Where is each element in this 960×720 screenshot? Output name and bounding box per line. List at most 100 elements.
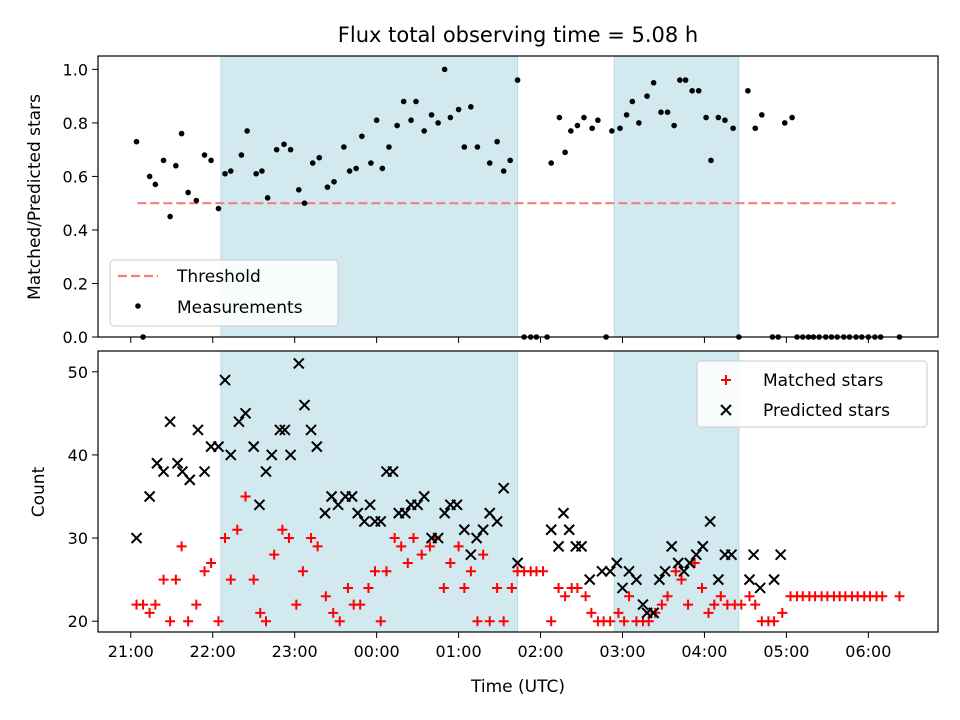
measurement-point — [574, 122, 581, 129]
measurement-point — [353, 165, 359, 172]
matched-star-marker — [213, 616, 224, 627]
matched-star-marker — [408, 533, 419, 544]
top-y-axis-label: Matched/Predicted stars — [25, 94, 45, 300]
predicted-star-marker — [552, 540, 565, 553]
matched-star-marker — [312, 541, 323, 552]
matched-star-marker — [334, 616, 345, 627]
measurement-point — [745, 87, 751, 94]
measurement-point — [730, 125, 736, 132]
matched-star-marker — [560, 591, 571, 602]
predicted-star-marker — [611, 557, 623, 569]
measurement-point — [146, 173, 153, 180]
matched-star-marker — [624, 591, 635, 602]
predicted-star-marker — [470, 532, 483, 544]
predicted-star-marker — [563, 524, 575, 536]
predicted-star-marker — [647, 607, 660, 619]
y-tick-label: 0.8 — [63, 114, 88, 133]
matched-star-marker — [355, 599, 366, 610]
matched-star-marker — [375, 616, 386, 627]
measurement-point — [316, 154, 323, 161]
measurement-point — [193, 197, 200, 204]
measurement-point — [441, 66, 448, 73]
measurement-point — [644, 93, 650, 99]
matched-star-marker — [438, 582, 449, 593]
y-tick-label: 0.4 — [63, 221, 88, 240]
measurement-point — [789, 114, 795, 121]
measurement-point — [447, 114, 454, 121]
predicted-star-marker — [725, 548, 738, 561]
predicted-star-marker — [477, 524, 489, 536]
measurement-point — [474, 144, 481, 150]
predicted-star-marker — [352, 507, 364, 519]
predicted-star-marker — [720, 404, 732, 416]
measurement-point — [386, 144, 392, 150]
matched-star-marker — [586, 607, 597, 618]
predicted-star-marker — [491, 515, 503, 528]
matched-star-marker — [269, 549, 280, 560]
measurement-point — [623, 112, 630, 118]
measurement-point — [568, 128, 574, 134]
y-tick-label: 0.2 — [63, 274, 88, 293]
matched-star-marker — [297, 566, 308, 577]
measurement-point — [556, 114, 563, 121]
predicted-star-marker — [198, 465, 211, 478]
y-tick-label: 30 — [68, 529, 88, 548]
measurement-point — [253, 170, 259, 177]
matched-star-marker — [225, 574, 236, 585]
x-tick-label: 05:00 — [763, 642, 809, 661]
matched-star-marker — [240, 491, 251, 502]
legend-measurements-label: Measurements — [177, 298, 303, 318]
predicted-star-marker — [451, 499, 463, 511]
shaded-interval — [613, 55, 740, 338]
predicted-star-marker — [387, 465, 399, 478]
x-tick-label: 02:00 — [517, 642, 563, 661]
matched-star-marker — [696, 582, 707, 593]
matched-star-marker — [363, 582, 374, 593]
measurement-point — [359, 133, 365, 140]
y-tick-label: 1.0 — [63, 60, 88, 79]
predicted-star-marker — [311, 440, 323, 453]
predicted-star-marker — [260, 465, 272, 478]
y-tick-label: 20 — [68, 612, 88, 631]
x-tick-label: 23:00 — [272, 642, 318, 661]
predicted-star-marker — [697, 540, 709, 553]
predicted-star-marker — [219, 374, 231, 386]
legend-predicted-label: Predicted stars — [763, 401, 890, 421]
predicted-star-marker — [604, 565, 616, 578]
bottom-legend: Matched stars Predicted stars — [696, 360, 928, 428]
predicted-star-marker — [305, 424, 317, 436]
legend-matched-label: Matched stars — [763, 371, 883, 391]
measurement-point — [178, 130, 185, 137]
matched-star-marker — [709, 599, 720, 610]
predicted-star-marker — [616, 582, 629, 594]
top-legend-box — [109, 259, 339, 327]
measurement-point — [671, 122, 677, 129]
matched-star-marker — [199, 566, 210, 577]
matched-star-marker — [342, 582, 353, 593]
predicted-star-marker — [712, 573, 725, 586]
bottom-y-axis-label: Count — [29, 466, 49, 517]
matched-star-marker — [232, 524, 243, 535]
matched-star-marker — [572, 582, 583, 593]
measurement-point — [152, 181, 159, 188]
matched-star-marker — [191, 599, 202, 610]
measurement-point — [287, 146, 294, 153]
measurement-point — [167, 213, 173, 220]
matched-star-marker — [389, 533, 400, 544]
matched-star-marker — [472, 616, 483, 627]
matched-star-marker — [605, 616, 616, 627]
predicted-star-marker — [465, 548, 477, 561]
measurement-point — [331, 178, 337, 185]
measurement-point — [341, 144, 347, 150]
matched-star-marker — [683, 599, 694, 610]
measurement-point — [752, 125, 759, 132]
predicted-star-marker — [143, 490, 156, 503]
measurement-point — [238, 152, 245, 158]
bottom-plot-frame — [97, 350, 939, 633]
matched-star-marker — [498, 616, 509, 627]
matched-star-marker — [220, 533, 231, 544]
measurement-point — [244, 128, 250, 134]
matched-star-marker — [206, 557, 217, 568]
predicted-star-marker — [284, 449, 297, 461]
matched-star-marker — [465, 566, 476, 577]
